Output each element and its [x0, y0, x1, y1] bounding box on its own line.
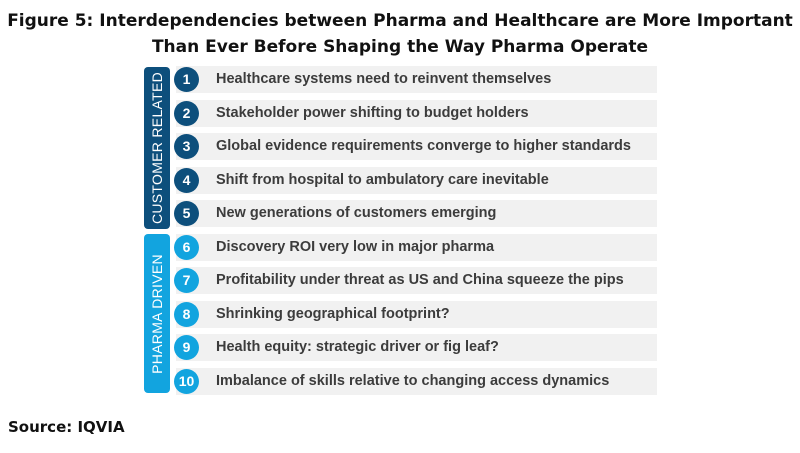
group-bar-pharma-driven: PHARMA DRIVEN: [144, 234, 170, 393]
list-item: 8 Shrinking geographical footprint?: [174, 300, 657, 328]
group-bar-customer-related: CUSTOMER RELATED: [144, 67, 170, 229]
item-text: Discovery ROI very low in major pharma: [216, 238, 495, 255]
number-badge: 7: [174, 268, 199, 293]
list-item: 5 New generations of customers emerging: [174, 200, 657, 227]
item-text: New generations of customers emerging: [216, 205, 497, 221]
item-text: Health equity: strategic driver or fig l…: [216, 339, 499, 355]
list-item: 1 Healthcare systems need to reinvent the…: [174, 66, 657, 93]
number-badge: 5: [174, 201, 199, 226]
title-line-1: Figure 5: Interdependencies between Phar…: [7, 11, 793, 31]
list-item: 7 Profitability under threat as US and Ch…: [174, 267, 657, 294]
item-text: Shift from hospital to ambulatory care i…: [216, 171, 549, 188]
group-label: CUSTOMER RELATED: [149, 71, 165, 225]
item-text: Shrinking geographical footprint?: [216, 305, 450, 322]
item-text: Healthcare systems need to reinvent them…: [216, 71, 552, 87]
number-badge: 6: [174, 234, 199, 260]
list-item: 6 Discovery ROI very low in major pharma: [174, 233, 657, 261]
number-badge: 8: [174, 301, 199, 327]
number-badge: 9: [174, 335, 199, 360]
number-badge: 3: [174, 134, 199, 159]
number-badge: 2: [174, 100, 199, 126]
source-note: Source: IQVIA: [8, 418, 125, 436]
item-text: Profitability under threat as US and Chi…: [216, 272, 624, 288]
list-item: 4 Shift from hospital to ambulatory care …: [174, 166, 657, 194]
group-label: PHARMA DRIVEN: [149, 253, 165, 374]
title-line-2: Than Ever Before Shaping the Way Pharma …: [151, 37, 649, 57]
list-item: 9 Health equity: strategic driver or fig …: [174, 334, 657, 361]
item-text: Imbalance of skills relative to changing…: [216, 372, 610, 389]
number-badge: 1: [174, 67, 199, 92]
figure-title: Figure 5: Interdependencies between Phar…: [0, 8, 800, 60]
item-text: Stakeholder power shifting to budget hol…: [216, 104, 529, 121]
number-badge: 4: [174, 167, 199, 193]
number-badge: 10: [174, 368, 199, 394]
list-item: 2 Stakeholder power shifting to budget ho…: [174, 99, 657, 127]
list-item: 3 Global evidence requirements converge t…: [174, 133, 657, 160]
list-item: 10 Imbalance of skills relative to changi…: [174, 367, 657, 395]
item-text: Global evidence requirements converge to…: [216, 138, 631, 154]
